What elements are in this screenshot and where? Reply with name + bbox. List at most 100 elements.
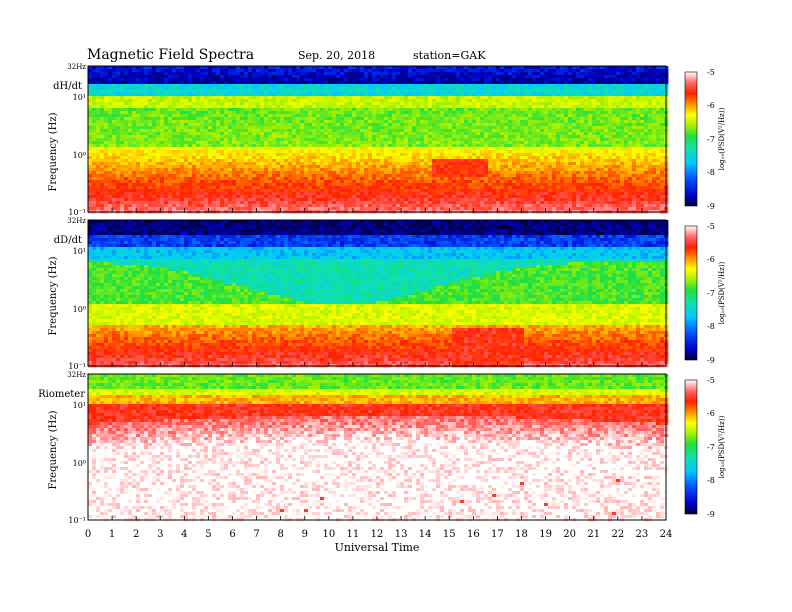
- heatmap-cell: [148, 153, 153, 157]
- heatmap-cell: [416, 147, 421, 151]
- heatmap-cell: [324, 147, 329, 151]
- heatmap-cell: [364, 180, 369, 184]
- heatmap-cell: [472, 207, 477, 211]
- heatmap-cell: [112, 123, 117, 127]
- heatmap-cell: [296, 132, 301, 136]
- heatmap-cell: [440, 165, 445, 169]
- heatmap-cell: [100, 207, 105, 211]
- heatmap-cell: [272, 177, 277, 181]
- heatmap-cell: [140, 183, 145, 187]
- heatmap-cell: [228, 198, 233, 202]
- heatmap-cell: [100, 126, 105, 130]
- heatmap-cell: [460, 69, 465, 73]
- heatmap-cell: [216, 144, 221, 148]
- heatmap-cell: [336, 207, 341, 211]
- heatmap-cell: [440, 75, 445, 79]
- heatmap-cell: [444, 84, 449, 88]
- heatmap-cell: [96, 168, 101, 172]
- heatmap-cell: [288, 171, 293, 175]
- heatmap-cell: [264, 96, 269, 100]
- heatmap-cell: [324, 93, 329, 97]
- heatmap-cell: [340, 138, 345, 142]
- heatmap-cell: [320, 186, 325, 190]
- heatmap-cell: [360, 117, 365, 121]
- heatmap-cell: [240, 189, 245, 193]
- heatmap-cell: [112, 180, 117, 184]
- heatmap-cell: [140, 147, 145, 151]
- heatmap-cell: [320, 78, 325, 82]
- heatmap-cell: [480, 207, 485, 211]
- heatmap-cell: [484, 153, 489, 157]
- heatmap-cell: [168, 150, 173, 154]
- heatmap-cell: [456, 75, 461, 79]
- heatmap-cell: [460, 90, 465, 94]
- heatmap-cell: [372, 69, 377, 73]
- heatmap-cell: [232, 189, 237, 193]
- heatmap-cell: [200, 81, 205, 85]
- heatmap-cell: [248, 99, 253, 103]
- heatmap-cell: [396, 186, 401, 190]
- heatmap-cell: [368, 90, 373, 94]
- heatmap-cell: [116, 174, 121, 178]
- heatmap-cell: [116, 66, 121, 70]
- heatmap-cell: [388, 180, 393, 184]
- heatmap-cell: [240, 75, 245, 79]
- heatmap-cell: [312, 165, 317, 169]
- heatmap-cell: [468, 177, 473, 181]
- heatmap-cell: [420, 81, 425, 85]
- heatmap-cell: [136, 114, 141, 118]
- heatmap-cell: [404, 183, 409, 187]
- heatmap-cell: [352, 93, 357, 97]
- heatmap-cell: [456, 174, 461, 178]
- heatmap-cell: [176, 72, 181, 76]
- heatmap-cell: [472, 117, 477, 121]
- heatmap-cell: [432, 81, 437, 85]
- heatmap-cell: [416, 183, 421, 187]
- heatmap-cell: [248, 165, 253, 169]
- heatmap-cell: [384, 132, 389, 136]
- heatmap-cell: [236, 156, 241, 160]
- heatmap-cell: [408, 87, 413, 91]
- heatmap-cell: [268, 96, 273, 100]
- heatmap-cell: [280, 105, 285, 109]
- heatmap-cell: [416, 81, 421, 85]
- heatmap-cell: [180, 201, 185, 205]
- heatmap-cell: [352, 204, 357, 208]
- heatmap-cell: [296, 105, 301, 109]
- heatmap-cell: [244, 195, 249, 199]
- heatmap-cell: [304, 147, 309, 151]
- heatmap-cell: [252, 117, 257, 121]
- heatmap-cell: [196, 90, 201, 94]
- heatmap-cell: [468, 141, 473, 145]
- heatmap-cell: [128, 87, 133, 91]
- heatmap-cell: [176, 177, 181, 181]
- heatmap-cell: [88, 138, 93, 142]
- heatmap-cell: [180, 114, 185, 118]
- heatmap-cell: [416, 111, 421, 115]
- heatmap-cell: [356, 78, 361, 82]
- heatmap-cell: [272, 207, 277, 211]
- heatmap-cell: [204, 165, 209, 169]
- heatmap-cell: [268, 195, 273, 199]
- heatmap-cell: [428, 132, 433, 136]
- heatmap-cell: [300, 177, 305, 181]
- heatmap-cell: [392, 183, 397, 187]
- heatmap-cell: [392, 132, 397, 136]
- heatmap-cell: [308, 135, 313, 139]
- heatmap-cell: [216, 108, 221, 112]
- heatmap-cell: [484, 99, 489, 103]
- heatmap-cell: [208, 81, 213, 85]
- heatmap-cell: [132, 174, 137, 178]
- heatmap-cell: [420, 147, 425, 151]
- heatmap-cell: [220, 105, 225, 109]
- heatmap-cell: [368, 204, 373, 208]
- heatmap-cell: [352, 96, 357, 100]
- heatmap-cell: [220, 174, 225, 178]
- heatmap-cell: [88, 150, 93, 154]
- heatmap-cell: [284, 198, 289, 202]
- heatmap-cell: [132, 153, 137, 157]
- heatmap-cell: [144, 117, 149, 121]
- heatmap-cell: [208, 138, 213, 142]
- heatmap-cell: [156, 186, 161, 190]
- heatmap-cell: [436, 111, 441, 115]
